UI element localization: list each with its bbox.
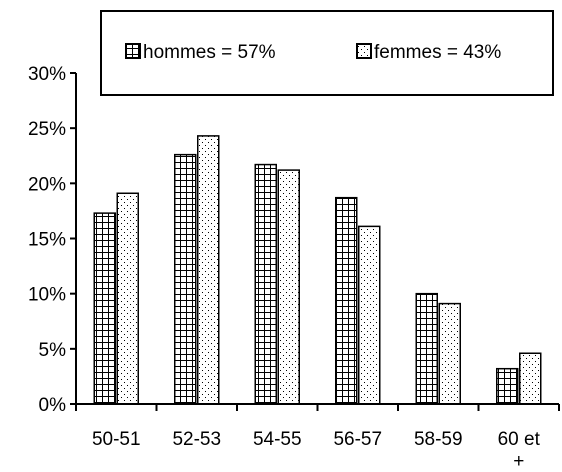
y-tick-label-0: 0% [39, 395, 67, 416]
y-tick-label-4: 20% [28, 174, 66, 195]
legend-label-femmes: femmes = 43% [374, 42, 501, 63]
x-tick-label-1: 52-53 [172, 429, 221, 450]
x-tick-label-2: 54-55 [253, 429, 302, 450]
x-tick-label-3: 56-57 [333, 429, 382, 450]
bar-hommes-0 [93, 212, 116, 405]
bar-femmes-0 [116, 192, 139, 405]
bar-femmes-1 [197, 135, 220, 405]
legend-swatch-hommes [125, 43, 141, 59]
bar-hommes-3 [335, 196, 358, 405]
bar-femmes-5 [519, 352, 542, 405]
y-tick-label-2: 10% [28, 285, 66, 306]
y-tick-label-6: 30% [28, 64, 66, 85]
legend-swatch-femmes [356, 43, 372, 59]
bar-hommes-2 [254, 163, 277, 405]
axes-layer: 0% 5% 10% 15% 20% 25% 30% 50-51 52-53 54-55 56-57 5… [28, 64, 560, 472]
bar-femmes-3 [358, 225, 381, 405]
legend-label-hommes: hommes = 57% [143, 42, 276, 63]
x-tick-label-4: 58-59 [414, 429, 463, 450]
x-tick-label-5: 60 et + [498, 429, 541, 472]
legend: hommes = 57% femmes = 43% [100, 10, 554, 96]
y-tick-label-3: 15% [28, 230, 66, 251]
bar-hommes-5 [496, 367, 519, 405]
bar-hommes-1 [174, 153, 197, 405]
bar-femmes-4 [438, 302, 461, 405]
y-tick-label-1: 5% [39, 340, 67, 361]
bar-femmes-2 [277, 169, 300, 405]
x-tick-label-0: 50-51 [92, 429, 141, 450]
legend-box [100, 10, 554, 96]
bar-hommes-4 [415, 292, 438, 405]
bars-layer [93, 135, 542, 405]
y-tick-label-5: 25% [28, 119, 66, 140]
